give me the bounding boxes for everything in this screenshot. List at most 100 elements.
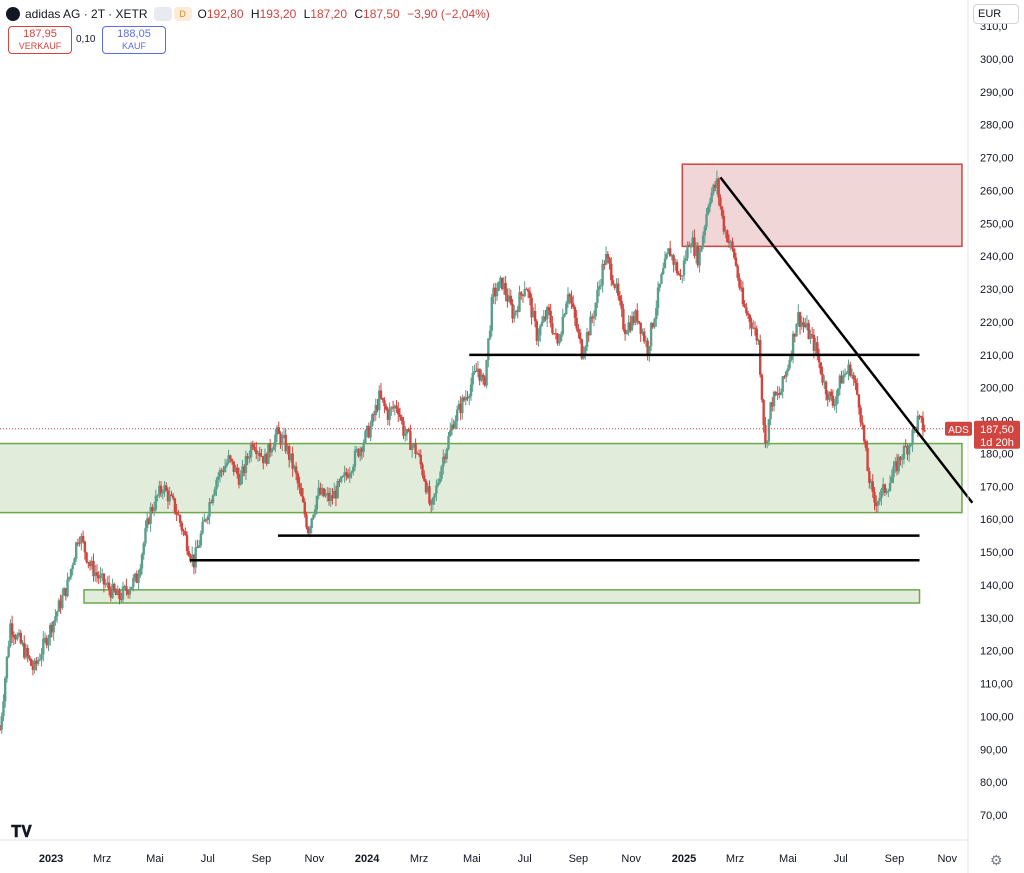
candle-body [390,407,393,409]
candle [274,428,277,453]
candle [594,302,597,321]
candle-body [338,480,341,482]
candle-body [21,642,24,644]
candle [161,489,164,500]
candle-body [888,482,892,491]
candle [0,724,2,731]
candle-body [87,561,90,564]
candle [584,345,587,360]
candle-body [601,263,604,286]
candle-body [772,391,776,407]
candle [83,540,87,560]
candle-body [272,446,275,451]
candle-body [843,373,847,376]
candle-body [229,455,232,460]
candle [525,287,528,291]
candle-body [480,374,483,381]
candle [35,657,38,671]
candle [125,578,128,596]
candle [618,291,622,306]
candle-body [634,310,637,323]
candle [128,586,132,599]
candle [282,427,286,439]
candle [132,574,135,592]
candle [610,257,613,287]
candle [442,449,445,475]
candle [861,415,864,430]
candle-body [442,456,445,467]
candle-body [918,415,921,417]
candle [816,335,819,361]
candle-body [199,533,203,546]
candle-body [662,268,665,275]
candle-body [277,427,280,434]
candle-body [838,375,842,389]
candle-body [300,487,303,497]
candle [220,468,223,478]
candle-body [625,332,629,335]
candle [539,323,542,342]
sell-button[interactable]: 187,95 VERKAUF [8,26,72,54]
candle [556,333,559,346]
candle-body [854,379,857,383]
candle-body [378,390,381,411]
symbol-title[interactable]: adidas AG · 2T · XETR [25,7,148,21]
candle [242,463,246,477]
candle [416,451,419,455]
candle-body [80,535,83,543]
candle-body [752,327,755,329]
candle-body [715,178,719,188]
candle [511,299,514,324]
candle-body [597,286,601,290]
gear-icon[interactable]: ⚙ [990,852,1003,868]
candle [54,609,57,626]
x-tick-label: 2024 [355,853,380,865]
x-tick-label: Nov [305,853,325,865]
zone-support [0,442,963,514]
candle [667,247,670,255]
candle-body [644,340,648,342]
candle [729,239,732,251]
candle [831,389,835,408]
candle-body [393,405,397,409]
candle [842,370,845,384]
candle [577,324,580,339]
candle [660,272,663,285]
candle-body [681,275,684,277]
candle-body [255,449,258,455]
candle-body [509,295,513,304]
candle-body [604,253,608,265]
eye-icon[interactable] [153,7,172,21]
candle [627,315,630,336]
candle-body [365,425,369,431]
candle [339,475,343,484]
candle [788,356,791,371]
candle-body [147,518,151,524]
candle-body [587,332,590,336]
candle-body [476,368,480,372]
candle-body [125,586,128,591]
candle [208,497,211,525]
candle-body [771,402,774,407]
candle [49,622,52,646]
currency-select[interactable]: EUR [973,4,1019,24]
candle-body [208,502,211,517]
candle-body [352,466,355,473]
candle-body [268,443,272,453]
candle-body [544,316,547,320]
candle-body [755,328,758,341]
candle-body [191,554,194,560]
candle-body [196,547,199,549]
candle [438,471,442,485]
candle-body [883,484,887,493]
candle-body [284,434,287,452]
candle [171,492,175,501]
candle [165,482,168,492]
candle-body [109,589,113,598]
candle-body [876,501,880,506]
candle-body [623,329,627,335]
candle [260,448,263,457]
countdown-value: 1d 20h [980,437,1014,449]
buy-button[interactable]: 188,05 KAUF [102,26,166,54]
